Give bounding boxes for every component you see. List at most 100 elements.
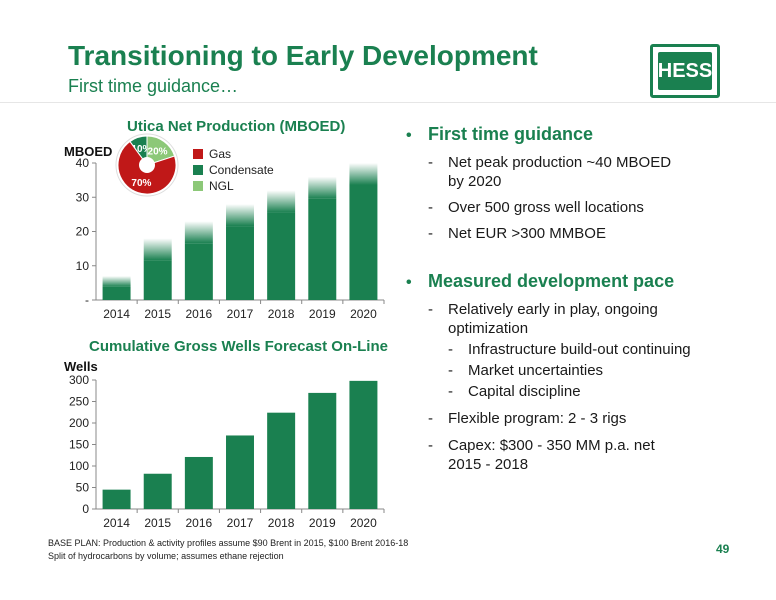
bullet-item: - Over 500 gross well locations [406,198,766,217]
legend-label-gas: Gas [209,147,232,161]
bullet-item-text: Net peak production ~40 MBOED [448,154,672,171]
production-bar [102,286,131,300]
bullet-heading: • Measured development pace [406,271,766,292]
production-bar-fade [143,238,172,261]
wells-x-tick-label: 2019 [309,516,336,530]
wells-y-tick-label: 150 [69,438,89,452]
production-x-tick-label: 2015 [144,307,171,321]
bullet-group-guidance: • First time guidance - Net peak product… [406,124,766,243]
page-number: 49 [716,542,730,556]
bullet-item: - Capex: $300 - 350 MM p.a. net 2015 - 20… [406,436,766,474]
production-bar-fade [184,221,213,244]
production-y-tick-label: - [85,293,89,307]
wells-y-tick-label: 100 [69,459,89,473]
dash-icon: - [428,225,433,242]
legend-item-gas: Gas [193,146,274,162]
production-x-tick-label: 2019 [309,307,336,321]
header-divider [0,102,776,103]
wells-x-tick-label: 2020 [350,516,377,530]
wells-bar [143,473,172,509]
dash-icon: - [428,154,433,171]
bullet-heading-text: First time guidance [428,124,594,144]
bullet-subitem: - Market uncertainties [406,361,766,380]
wells-x-tick-label: 2017 [227,516,254,530]
bullet-item-cont: by 2020 [448,173,502,190]
pie-label-ngl: 20% [148,146,168,157]
production-bar [308,198,337,300]
bullet-item-text: Net EUR >300 MMBOE [448,225,606,242]
pie-slice-ngl [146,135,176,166]
production-bar [184,243,213,300]
production-pie-legend: Gas Condensate NGL [193,146,274,194]
wells-y-tick-label: 200 [69,416,89,430]
wells-y-tick-label: 50 [76,481,90,495]
dash-icon: - [428,199,433,216]
wells-x-tick-label: 2018 [268,516,295,530]
dash-icon: - [428,301,433,318]
bullet-item: - Net peak production ~40 MBOED by 2020 [406,153,766,191]
bullet-subitem: - Infrastructure build-out continuing [406,340,766,359]
slide-title: Transitioning to Early Development [68,40,538,71]
production-bar-fade [308,176,337,199]
production-bar [226,226,254,300]
dash-icon: - [428,410,433,427]
production-y-tick-label: 20 [76,225,90,239]
wells-x-tick-label: 2014 [103,516,130,530]
bullet-item-text: Relatively early in play, ongoing [448,301,658,318]
bullet-item-text: Market uncertainties [468,362,604,379]
wells-x-tick-label: 2016 [186,516,213,530]
production-x-tick-label: 2014 [103,307,130,321]
bullet-item-text: Capex: $300 - 350 MM p.a. net [448,437,655,454]
production-x-tick-label: 2016 [186,307,213,321]
pie-label-condensate: 10% [131,144,151,155]
production-y-tick-label: 30 [76,190,90,204]
wells-bar [349,380,378,509]
bullet-item-text: Flexible program: 2 - 3 rigs [448,410,627,427]
production-bar [143,260,172,300]
legend-label-ngl: NGL [209,179,234,193]
legend-item-condensate: Condensate [193,162,274,178]
production-bar [349,185,378,300]
legend-label-condensate: Condensate [209,163,274,177]
wells-bar [267,412,296,509]
production-x-tick-label: 2018 [268,307,295,321]
bullet-item-cont: optimization [448,320,529,337]
wells-chart-ylabel: Wells [64,359,98,374]
dash-icon: - [428,437,433,454]
production-x-tick-label: 2017 [227,307,254,321]
dash-icon: - [448,341,453,358]
bullet-heading: • First time guidance [406,124,766,145]
production-bar-fade [102,276,131,287]
production-bar-fade [226,204,254,227]
legend-swatch-gas [193,149,203,159]
bullet-item: - Relatively early in play, ongoing optim… [406,300,766,338]
wells-y-tick-label: 0 [82,502,89,516]
bullet-item-text: Over 500 gross well locations [448,199,644,216]
wells-bar [102,489,131,509]
wells-bar [308,392,337,509]
production-x-tick-label: 2020 [350,307,377,321]
wells-x-tick-label: 2015 [144,516,171,530]
production-y-tick-label: 10 [76,259,90,273]
hess-logo-text: HESS [658,52,712,90]
production-chart-title: Utica Net Production (MBOED) [127,118,346,135]
bullet-dot-icon: • [406,274,412,291]
bullet-item-cont: 2015 - 2018 [448,456,529,473]
pie-label-gas: 70% [131,178,151,189]
bullet-item: - Net EUR >300 MMBOE [406,224,766,243]
hess-logo: HESS [650,44,720,98]
bullet-item-text: Capital discipline [468,383,581,400]
key-points: • First time guidance - Net peak product… [406,124,766,474]
production-bar-fade [349,163,378,185]
wells-y-tick-label: 300 [69,373,89,387]
wells-chart-title: Cumulative Gross Wells Forecast On-Line [89,338,388,355]
bullet-subitem: - Capital discipline [406,382,766,401]
legend-swatch-condensate [193,165,203,175]
pie-hole [139,157,155,173]
production-bar-fade [267,190,296,213]
legend-swatch-ngl [193,181,203,191]
production-y-tick-label: 40 [76,156,90,170]
wells-bar [184,456,213,509]
footnote-base-plan: BASE PLAN: Production & activity profile… [48,538,409,548]
legend-item-ngl: NGL [193,178,274,194]
